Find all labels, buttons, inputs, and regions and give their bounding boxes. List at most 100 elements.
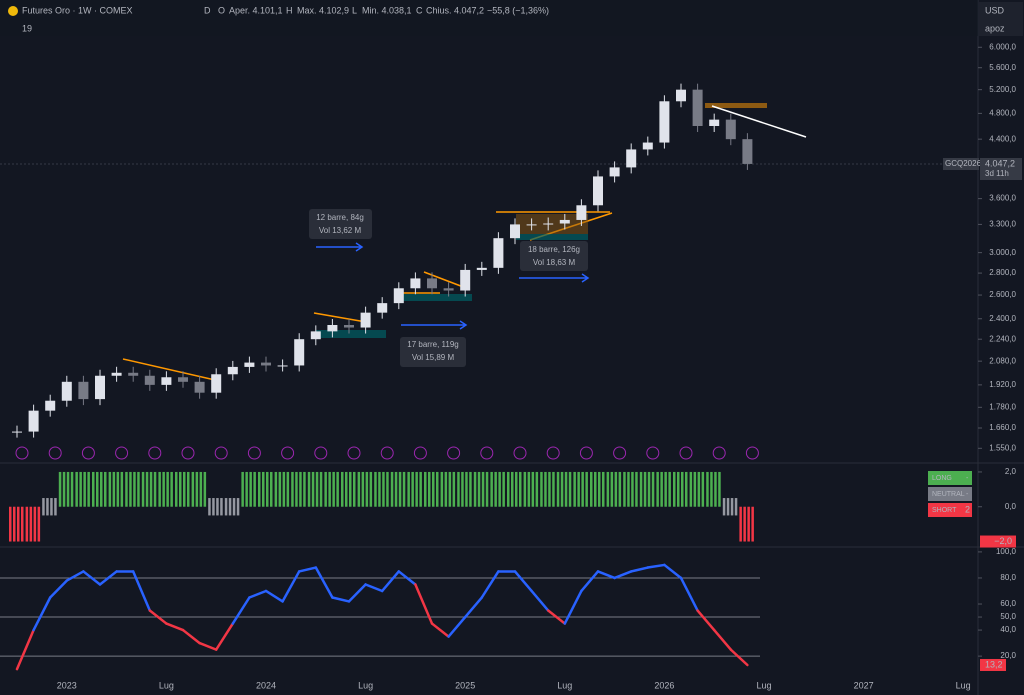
signal-bar <box>481 471 485 507</box>
y-tick-label: 5.200,0 <box>989 85 1016 94</box>
signal-bar <box>664 471 667 507</box>
legend-value: - <box>966 491 969 498</box>
signal-bar <box>258 471 261 507</box>
signal-bar <box>469 471 472 507</box>
signal-bar <box>523 471 527 507</box>
signal-bar <box>734 498 738 516</box>
oscillator-segment <box>281 570 301 603</box>
event-icon <box>214 446 228 460</box>
candle <box>261 362 271 366</box>
signal-bar <box>307 471 311 507</box>
signal-bar <box>544 471 547 507</box>
y-tick-label: 5.600,0 <box>989 63 1016 72</box>
signal-bar <box>129 471 132 507</box>
candle <box>742 139 753 164</box>
y-tick-label: 20,0 <box>1000 651 1016 660</box>
signal-bar <box>374 471 377 507</box>
signal-bar <box>133 471 136 507</box>
signal-legend: LONG - NEUTRAL - SHORT 2 <box>928 471 972 517</box>
x-tick-label: Lug <box>358 680 373 690</box>
label: O <box>218 5 225 15</box>
candle <box>128 372 139 376</box>
signal-bar <box>415 471 418 507</box>
y-tick-label: 1.780,0 <box>989 402 1016 411</box>
signal-bar <box>598 471 601 507</box>
price-box <box>980 158 1022 180</box>
signal-bar <box>336 471 339 507</box>
trendline <box>711 105 807 138</box>
signal-bar <box>25 506 29 542</box>
signal-bar <box>83 471 86 507</box>
candle <box>460 269 471 291</box>
range-box <box>316 330 386 338</box>
y-tick-label: 2.600,0 <box>989 290 1016 299</box>
currency[interactable]: USD <box>985 5 1005 15</box>
signal-bar <box>651 471 655 507</box>
signal-bar <box>635 471 638 507</box>
annotation: 17 barre, 119g Vol 15,89 M <box>400 337 466 367</box>
annotation: 18 barre, 126g Vol 18,63 M <box>520 241 588 271</box>
oscillator-segment <box>364 583 384 593</box>
signal-bar <box>639 471 643 507</box>
signal-bar <box>548 471 551 507</box>
x-tick-label: 2023 <box>57 680 77 690</box>
signal-bar <box>419 471 422 507</box>
oscillator-segment <box>32 596 52 632</box>
signal-bar <box>369 471 373 507</box>
signal-bar <box>149 471 153 507</box>
candle <box>45 400 56 411</box>
signal-bar <box>96 471 99 507</box>
signal-bar <box>485 471 489 507</box>
oscillator-segment <box>331 596 351 603</box>
event-icon <box>513 446 527 460</box>
signal-bar <box>274 471 278 507</box>
event-icon <box>413 446 427 460</box>
trendline <box>423 271 467 289</box>
event-icon <box>314 446 328 460</box>
signal-bar <box>46 498 49 516</box>
oscillator-segment <box>530 589 550 612</box>
x-tick-label: 2027 <box>854 680 874 690</box>
event-icon <box>48 446 62 460</box>
y-tick-label: 3.000,0 <box>989 248 1016 257</box>
signal-bar <box>602 471 605 507</box>
trendline <box>313 312 367 323</box>
y-tick-label: 3.300,0 <box>989 220 1016 229</box>
signal-bar <box>730 498 734 516</box>
signal-bar <box>515 471 518 507</box>
scale-mode[interactable]: apoz <box>985 23 1005 33</box>
oscillator-segment <box>347 583 367 603</box>
indicators-count[interactable]: 19 <box>22 23 32 33</box>
signal-bar <box>341 471 344 507</box>
signal-bar <box>183 471 186 507</box>
y-tick-label: 4.800,0 <box>989 108 1016 117</box>
signal-bar <box>353 471 356 507</box>
signal-bar <box>685 471 688 507</box>
close: Chius. 4.047,2 <box>426 5 484 15</box>
label: C <box>416 5 423 15</box>
signal-bar <box>262 471 265 507</box>
signal-bar <box>116 471 120 507</box>
signal-bar <box>606 471 610 507</box>
candle <box>161 377 172 385</box>
signal-bar <box>424 471 427 507</box>
signal-bar <box>647 471 651 507</box>
x-tick-label: 2024 <box>256 680 276 690</box>
annotation-text: 12 barre, 84g <box>316 213 364 222</box>
candle <box>344 324 354 328</box>
signal-bar <box>70 471 74 507</box>
y-tick-label: 2.080,0 <box>989 356 1016 365</box>
signal-bar <box>195 471 199 507</box>
last-value: −2,0 <box>994 536 1012 546</box>
signal-bar <box>677 471 680 507</box>
candle <box>642 142 653 150</box>
signal-bar <box>58 471 62 507</box>
signal-bar <box>311 471 315 507</box>
oscillator-segment <box>248 589 268 599</box>
oscillator-segment <box>148 609 168 625</box>
legend-value: - <box>966 475 969 482</box>
oscillator-segment <box>663 563 683 580</box>
symbol-icon <box>8 6 18 16</box>
signal-bar <box>477 471 481 507</box>
signal-bar <box>179 471 182 507</box>
